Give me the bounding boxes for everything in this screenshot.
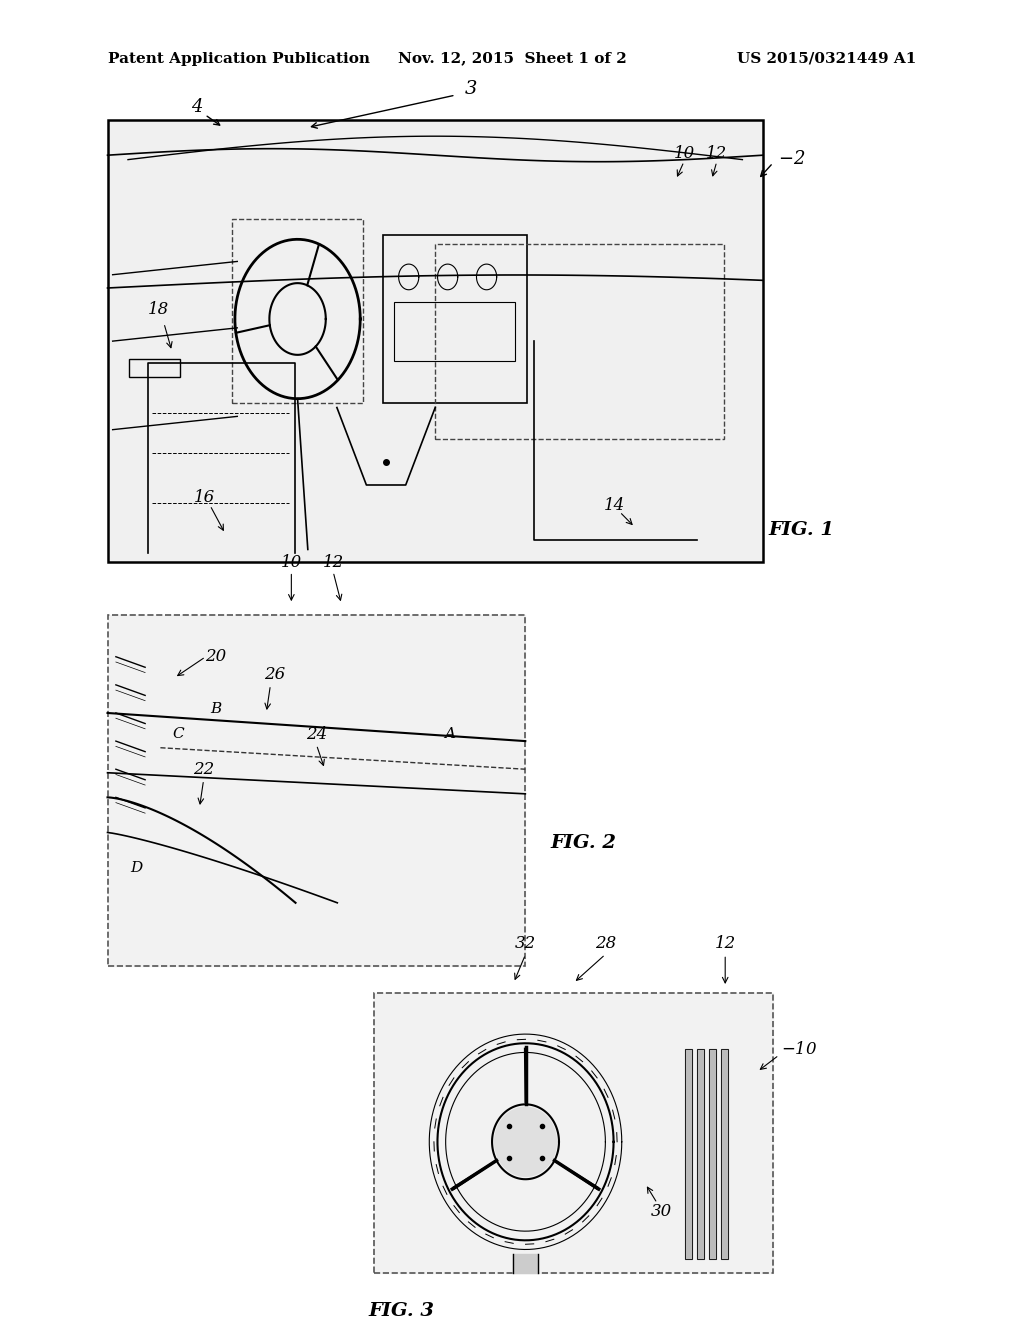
Text: 30: 30 [650,1204,672,1220]
Polygon shape [374,994,773,1274]
Text: 10: 10 [281,554,302,572]
Text: Patent Application Publication: Patent Application Publication [108,51,370,66]
Text: A: A [444,727,456,741]
Bar [374,994,773,1274]
Text: D: D [131,861,143,875]
Bar [383,235,527,403]
Polygon shape [108,615,525,966]
Text: 28: 28 [595,936,616,953]
Text: $-$2: $-$2 [778,150,806,168]
Polygon shape [108,120,763,562]
Text: $-$10: $-$10 [781,1041,817,1057]
Polygon shape [710,1049,717,1259]
Bar [710,1049,717,1259]
Text: 12: 12 [707,145,727,162]
Text: C: C [173,727,184,741]
Polygon shape [721,1049,728,1259]
Text: US 2015/0321449 A1: US 2015/0321449 A1 [737,51,916,66]
Bar [108,615,525,966]
Text: 24: 24 [306,726,327,743]
Bar [394,302,515,362]
Text: 20: 20 [206,648,226,665]
Bar [129,359,179,376]
Bar [721,1049,728,1259]
Polygon shape [697,1049,705,1259]
Text: 18: 18 [148,301,169,318]
Text: 22: 22 [193,760,214,777]
Bar [108,120,763,562]
Text: B: B [211,702,222,717]
Bar [231,219,364,403]
Text: 3: 3 [465,79,477,98]
Text: 14: 14 [604,496,625,513]
Bar [697,1049,705,1259]
Text: FIG. 3: FIG. 3 [369,1302,434,1320]
Text: 26: 26 [264,665,286,682]
Polygon shape [495,1107,556,1176]
Text: 32: 32 [515,936,537,953]
Text: 16: 16 [195,488,215,506]
Bar [685,1049,692,1259]
Polygon shape [513,1254,538,1274]
Text: FIG. 2: FIG. 2 [551,834,616,851]
Text: 4: 4 [190,98,203,116]
Text: 12: 12 [323,554,344,572]
Text: 10: 10 [674,145,694,162]
Polygon shape [685,1049,692,1259]
Text: Nov. 12, 2015  Sheet 1 of 2: Nov. 12, 2015 Sheet 1 of 2 [397,51,627,66]
Bar [435,244,724,438]
Text: FIG. 1: FIG. 1 [768,521,834,539]
Text: 12: 12 [715,936,736,953]
